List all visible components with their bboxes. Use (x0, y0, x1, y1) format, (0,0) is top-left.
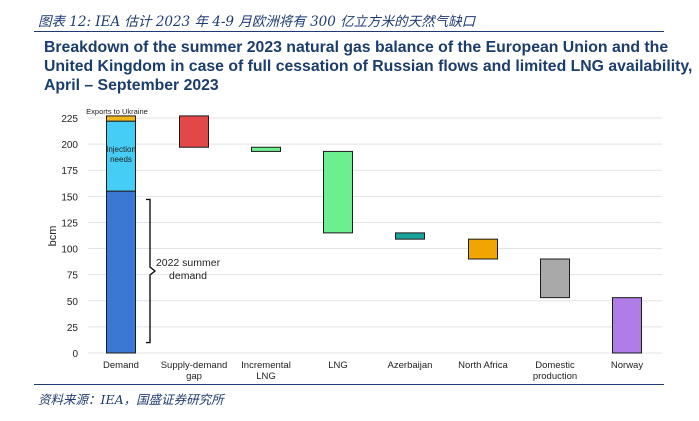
chart-title: Breakdown of the summer 2023 natural gas… (44, 38, 693, 95)
x-category-label: Norway (611, 360, 643, 371)
y-tick-label: 200 (61, 140, 78, 151)
x-category-label: Demand (103, 360, 139, 371)
injection-annotation: needs (110, 155, 132, 164)
figure-caption: 图表 12: IEA 估计 2023 年 4-9 月欧洲将有 300 亿立方米的… (38, 14, 476, 30)
bar (612, 297, 642, 354)
y-tick-label: 0 (72, 349, 78, 360)
bar (179, 115, 209, 148)
x-category-label: Supply-demand (161, 360, 228, 371)
bar-segment (106, 115, 136, 122)
y-tick-label: 25 (67, 323, 79, 334)
bar (395, 232, 425, 240)
x-category-label: Incremental (241, 360, 291, 371)
chart-title-line-3: April – September 2023 (44, 77, 219, 94)
x-category-label: production (533, 371, 577, 382)
bracket-annotation: demand (169, 270, 207, 282)
x-category-label: LNG (256, 371, 276, 382)
bar (323, 150, 353, 234)
y-tick-label: 125 (61, 218, 78, 229)
y-axis-label: bcm (47, 226, 59, 247)
y-tick-label: 225 (61, 114, 78, 125)
x-category-label: Domestic (535, 360, 575, 371)
bar (540, 258, 570, 299)
x-category-label: LNG (328, 360, 348, 371)
y-tick-label: 100 (61, 245, 78, 256)
injection-annotation: Injection (106, 145, 136, 154)
y-tick-label: 175 (61, 166, 78, 177)
demand-bracket (146, 198, 157, 344)
exports-annotation: Exports to Ukraine (86, 107, 148, 116)
x-category-label: gap (186, 371, 202, 382)
bar-segment (106, 190, 136, 354)
x-category-label: Azerbaijan (388, 360, 433, 371)
chart-title-line-1: Breakdown of the summer 2023 natural gas… (44, 39, 669, 56)
top-rule (34, 31, 664, 32)
y-tick-label: 150 (61, 192, 78, 203)
bar-segment (106, 120, 136, 192)
bar (251, 146, 281, 152)
bracket-annotation: 2022 summer (156, 257, 221, 269)
x-category-label: North Africa (458, 360, 508, 371)
y-tick-label: 75 (67, 271, 79, 282)
bar (468, 238, 498, 260)
bottom-rule (34, 384, 664, 385)
source-caption: 资料来源：IEA，国盛证券研究所 (38, 392, 224, 407)
y-tick-label: 50 (67, 297, 79, 308)
chart-title-line-2: United Kingdom in case of full cessation… (44, 58, 693, 75)
